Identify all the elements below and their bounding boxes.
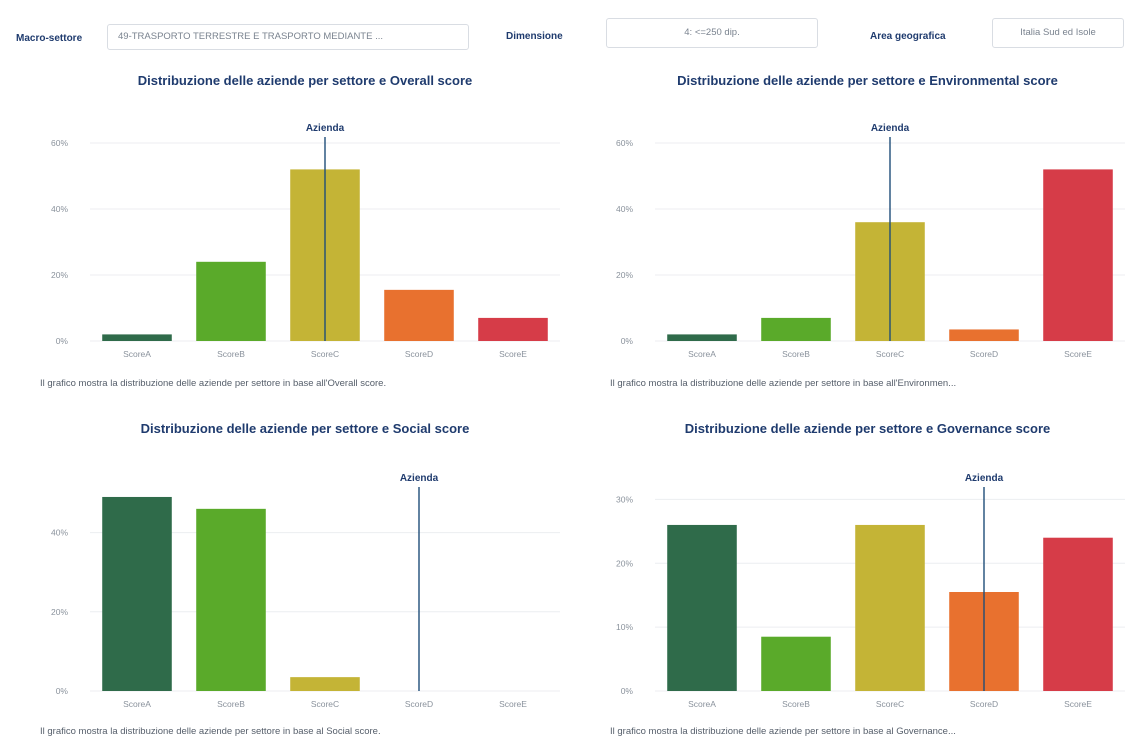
azienda-marker-label: Azienda	[871, 123, 910, 134]
bar-scored	[949, 329, 1019, 341]
azienda-marker-label: Azienda	[400, 473, 439, 484]
social-chart-title: Distribuzione delle aziende per settore …	[140, 421, 470, 436]
y-tick-label: 0%	[621, 336, 634, 346]
environmental-score-chart: 0% 20% 40% 60% ScoreA ScoreB ScoreC ScoreD Score…	[616, 123, 1125, 359]
azienda-marker-label: Azienda	[306, 123, 345, 134]
overall-score-chart: 0% 20% 40% 60% ScoreA ScoreB ScoreC ScoreD Score…	[51, 123, 560, 359]
x-tick-label: ScoreA	[688, 699, 716, 709]
x-tick-label: ScoreD	[970, 349, 998, 359]
x-tick-label: ScoreD	[970, 699, 998, 709]
social-score-chart: 0% 20% 40% ScoreA ScoreB ScoreC ScoreD ScoreE Az…	[51, 473, 560, 709]
azienda-marker-label: Azienda	[965, 473, 1004, 484]
area-geografica-select[interactable]: Italia Sud ed Isole	[992, 18, 1124, 48]
x-tick-label: ScoreE	[1064, 699, 1092, 709]
bar-scorea	[667, 524, 737, 691]
bar-scorea	[102, 496, 172, 691]
y-tick-label: 40%	[616, 204, 633, 214]
x-tick-label: ScoreC	[876, 349, 904, 359]
bar-scoreb	[761, 636, 831, 691]
x-tick-label: ScoreB	[782, 699, 810, 709]
governance-chart-caption: Il grafico mostra la distribuzione delle…	[610, 726, 956, 737]
x-tick-label: ScoreA	[123, 349, 151, 359]
social-chart-caption: Il grafico mostra la distribuzione delle…	[40, 726, 381, 737]
bar-scoree	[1043, 169, 1113, 341]
y-tick-label: 40%	[51, 204, 68, 214]
x-tick-label: ScoreA	[688, 349, 716, 359]
bar-scored	[384, 289, 454, 341]
x-tick-label: ScoreE	[499, 349, 527, 359]
y-tick-label: 40%	[51, 528, 68, 538]
y-tick-label: 20%	[616, 558, 633, 568]
y-tick-label: 60%	[616, 138, 633, 148]
y-tick-label: 30%	[616, 494, 633, 504]
environmental-chart-title: Distribuzione delle aziende per settore …	[677, 73, 1058, 88]
area-geografica-label: Area geografica	[870, 31, 946, 42]
bar-scoree	[478, 317, 548, 341]
y-tick-label: 20%	[616, 270, 633, 280]
bar-scoreb	[196, 508, 266, 691]
y-tick-label: 20%	[51, 270, 68, 280]
governance-score-chart: 0% 10% 20% 30% ScoreA ScoreB ScoreC ScoreD Score…	[616, 473, 1125, 709]
dimensione-select[interactable]: 4: <=250 dip.	[606, 18, 818, 48]
x-tick-label: ScoreD	[405, 349, 433, 359]
x-tick-label: ScoreC	[311, 349, 339, 359]
y-tick-label: 10%	[616, 622, 633, 632]
y-tick-label: 0%	[56, 686, 69, 696]
x-tick-label: ScoreA	[123, 699, 151, 709]
x-tick-label: ScoreC	[311, 699, 339, 709]
macro-settore-label: Macro-settore	[16, 33, 83, 44]
macro-settore-select[interactable]: 49-TRASPORTO TERRESTRE E TRASPORTO MEDIA…	[107, 24, 469, 50]
y-tick-label: 60%	[51, 138, 68, 148]
bar-scorea	[102, 334, 172, 341]
governance-chart-title: Distribuzione delle aziende per settore …	[684, 421, 1051, 436]
y-tick-label: 20%	[51, 607, 68, 617]
overall-chart-title: Distribuzione delle aziende per settore …	[137, 73, 473, 88]
x-tick-label: ScoreC	[876, 699, 904, 709]
bar-scorea	[667, 334, 737, 341]
x-tick-label: ScoreE	[1064, 349, 1092, 359]
x-tick-label: ScoreE	[499, 699, 527, 709]
x-tick-label: ScoreB	[782, 349, 810, 359]
overall-chart-caption: Il grafico mostra la distribuzione delle…	[40, 378, 387, 389]
x-tick-label: ScoreB	[217, 349, 245, 359]
bar-scorec	[290, 677, 360, 691]
x-tick-label: ScoreD	[405, 699, 433, 709]
y-tick-label: 0%	[621, 686, 634, 696]
bar-scorec	[855, 524, 925, 691]
x-tick-label: ScoreB	[217, 699, 245, 709]
y-tick-label: 0%	[56, 336, 69, 346]
bar-scoreb	[761, 317, 831, 341]
environmental-chart-caption: Il grafico mostra la distribuzione delle…	[610, 378, 957, 389]
bar-scoreb	[196, 261, 266, 341]
dimensione-label: Dimensione	[506, 31, 563, 42]
bar-scoree	[1043, 537, 1113, 691]
